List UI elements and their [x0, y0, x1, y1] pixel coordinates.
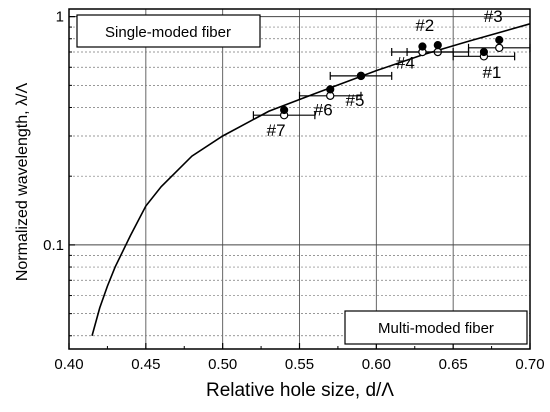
y-tick-label: 0.1	[43, 237, 64, 254]
multi-moded-label: Multi-moded fiber	[378, 320, 494, 337]
data-point-5: #5	[329, 71, 393, 110]
point-label: #2	[415, 16, 434, 35]
filled-marker	[418, 42, 427, 51]
point-label: #1	[482, 63, 501, 82]
data-point-1: #1	[452, 47, 516, 82]
point-label: #5	[346, 91, 365, 110]
multi-moded-box	[344, 310, 528, 345]
open-marker	[495, 43, 504, 53]
axis-ticks: 0.40 0.45 0.50 0.55 0.60 0.65 0.70 0.1 1	[43, 9, 544, 373]
x-tick-label: 0.55	[285, 356, 314, 373]
data-point-2: #2	[406, 16, 470, 57]
filled-marker	[356, 71, 366, 81]
x-tick-label: 0.50	[208, 356, 237, 373]
x-tick-label: 0.45	[131, 356, 160, 373]
y-axis-title: Normalized wavelength, λ/Λ	[14, 83, 31, 282]
filled-marker	[479, 47, 488, 57]
point-label: #4	[396, 53, 415, 72]
x-tick-label: 0.65	[439, 356, 468, 373]
filled-marker	[433, 41, 442, 50]
single-multi-mode-boundary-curve	[91, 23, 531, 336]
point-label: #3	[484, 7, 503, 26]
filled-marker	[495, 35, 504, 45]
x-tick-label: 0.60	[362, 356, 391, 373]
data-points-layer: #1 #2 #3 #4 #5 #6 #7	[252, 7, 531, 140]
data-point-4: #4	[391, 42, 454, 72]
filled-marker	[326, 85, 335, 94]
y-tick-label: 1	[56, 9, 64, 26]
filled-marker	[280, 105, 289, 115]
grid	[69, 9, 530, 349]
x-tick-label: 0.40	[54, 356, 83, 373]
data-point-7: #7	[252, 105, 316, 140]
x-tick-label: 0.70	[515, 356, 544, 373]
boundary-curve-layer	[91, 23, 531, 336]
single-moded-box	[76, 14, 261, 48]
data-point-3: #3	[467, 7, 531, 53]
multi-moded-annotation: Multi-moded fiber	[344, 310, 528, 345]
data-point-6: #6	[298, 85, 362, 119]
single-moded-label: Single-moded fiber	[105, 24, 231, 41]
single-moded-annotation: Single-moded fiber	[76, 14, 261, 48]
point-label: #6	[314, 100, 333, 119]
point-label: #7	[267, 121, 286, 140]
x-axis-title: Relative hole size, d/Λ	[206, 380, 394, 401]
